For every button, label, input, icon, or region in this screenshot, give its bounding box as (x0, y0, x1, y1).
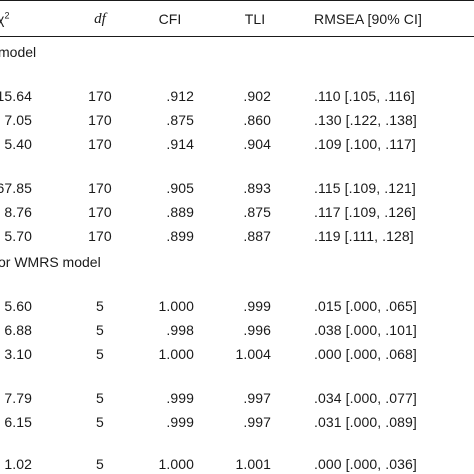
section-label: model (0, 44, 37, 60)
chi-square-cell: 1.02 (4, 456, 32, 472)
cfi-cell: .905 (166, 180, 194, 196)
df-cell: 5 (96, 346, 104, 362)
df-cell: 170 (88, 228, 112, 244)
tli-cell: .875 (243, 204, 271, 220)
header-chi-symbol: χ (0, 11, 5, 27)
header-rule (0, 36, 474, 37)
rmsea-cell: .000 [.000, .068] (314, 346, 417, 362)
df-cell: 5 (96, 322, 104, 338)
chi-square-cell: 7.79 (4, 390, 32, 406)
chi-square-cell: 6.88 (4, 322, 32, 338)
chi-square-cell: 5.60 (4, 298, 32, 314)
tli-cell: .996 (243, 322, 271, 338)
chi-square-cell: 8.76 (4, 204, 32, 220)
chi-square-cell: 67.85 (0, 180, 32, 196)
tli-cell: .997 (243, 414, 271, 430)
tli-cell: .887 (243, 228, 271, 244)
rmsea-cell: .034 [.000, .077] (314, 390, 417, 406)
tli-cell: .999 (243, 298, 271, 314)
tli-cell: .902 (243, 88, 271, 104)
chi-square-cell: 7.05 (4, 112, 32, 128)
df-cell: 170 (88, 112, 112, 128)
tli-cell: 1.004 (235, 346, 271, 362)
df-cell: 170 (88, 88, 112, 104)
rmsea-cell: .038 [.000, .101] (314, 322, 417, 338)
cfi-cell: 1.000 (158, 346, 194, 362)
df-cell: 170 (88, 204, 112, 220)
cfi-cell: .899 (166, 228, 194, 244)
header-chi-exponent: 2 (4, 10, 10, 21)
header-rmsea: RMSEA [90% CI] (314, 11, 422, 27)
rmsea-cell: .130 [.122, .138] (314, 112, 417, 128)
tli-cell: .904 (243, 136, 271, 152)
cfi-cell: 1.000 (158, 298, 194, 314)
cfi-cell: .889 (166, 204, 194, 220)
cfi-cell: .875 (166, 112, 194, 128)
tli-cell: .997 (243, 390, 271, 406)
header-tli: TLI (244, 11, 266, 27)
rmsea-cell: .119 [.111, .128] (314, 228, 414, 244)
header-chi-square: χ2 (0, 11, 10, 27)
header-df: df (94, 11, 106, 27)
rmsea-cell: .110 [.105, .116] (314, 88, 415, 104)
tli-cell: .893 (243, 180, 271, 196)
df-cell: 170 (88, 180, 112, 196)
df-cell: 170 (88, 136, 112, 152)
rmsea-cell: .015 [.000, .065] (314, 298, 417, 314)
cfi-cell: .912 (166, 88, 194, 104)
section-label: or WMRS model (0, 254, 101, 270)
cfi-cell: 1.000 (158, 456, 194, 472)
cfi-cell: .914 (166, 136, 194, 152)
rmsea-cell: .000 [.000, .036] (314, 456, 417, 472)
cfi-cell: .999 (166, 414, 194, 430)
chi-square-cell: 3.10 (4, 346, 32, 362)
chi-square-cell: 5.70 (4, 228, 32, 244)
chi-square-cell: 15.64 (0, 88, 32, 104)
tli-cell: .860 (243, 112, 271, 128)
cfi-cell: .999 (166, 390, 194, 406)
df-cell: 5 (96, 390, 104, 406)
cfi-cell: .998 (166, 322, 194, 338)
chi-square-cell: 6.15 (4, 414, 32, 430)
tli-cell: 1.001 (235, 456, 271, 472)
rmsea-cell: .117 [.109, .126] (314, 204, 416, 220)
rmsea-cell: .031 [.000, .089] (314, 414, 417, 430)
df-cell: 5 (96, 298, 104, 314)
table-top-rule (0, 0, 474, 1)
df-cell: 5 (96, 414, 104, 430)
chi-square-cell: 5.40 (4, 136, 32, 152)
rmsea-cell: .109 [.100, .117] (314, 136, 416, 152)
rmsea-cell: .115 [.109, .121] (314, 180, 416, 196)
df-cell: 5 (96, 456, 104, 472)
header-cfi: CFI (158, 11, 182, 27)
